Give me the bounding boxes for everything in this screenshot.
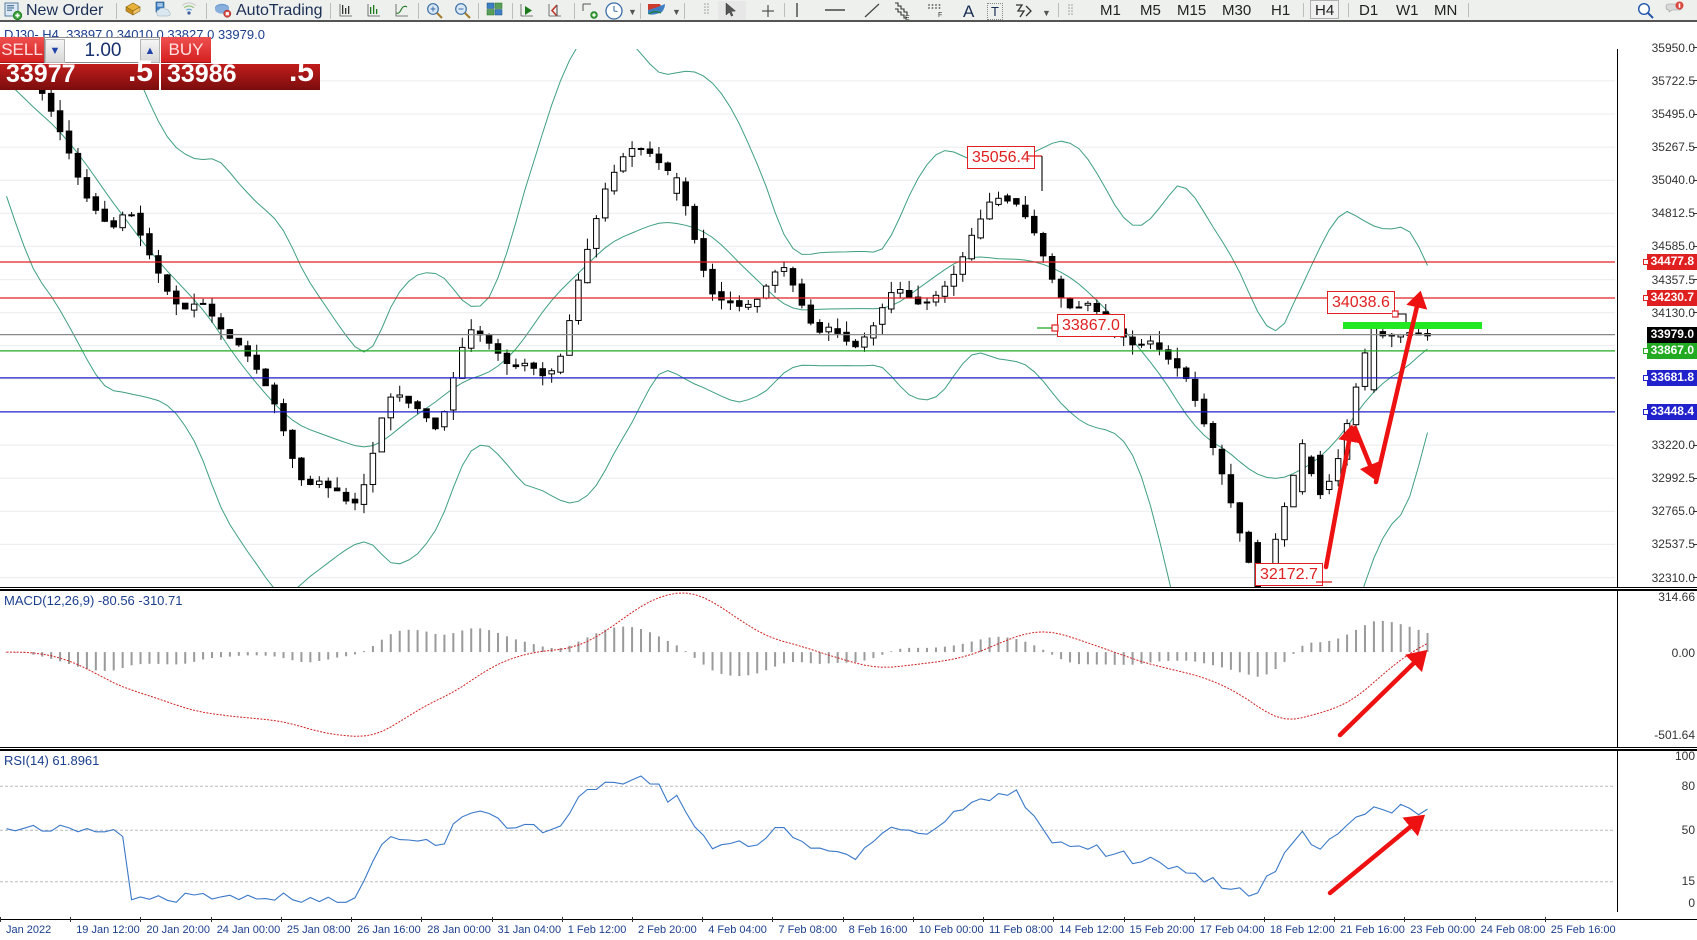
svg-text:E: E (905, 15, 910, 21)
svg-text:F: F (938, 12, 942, 18)
